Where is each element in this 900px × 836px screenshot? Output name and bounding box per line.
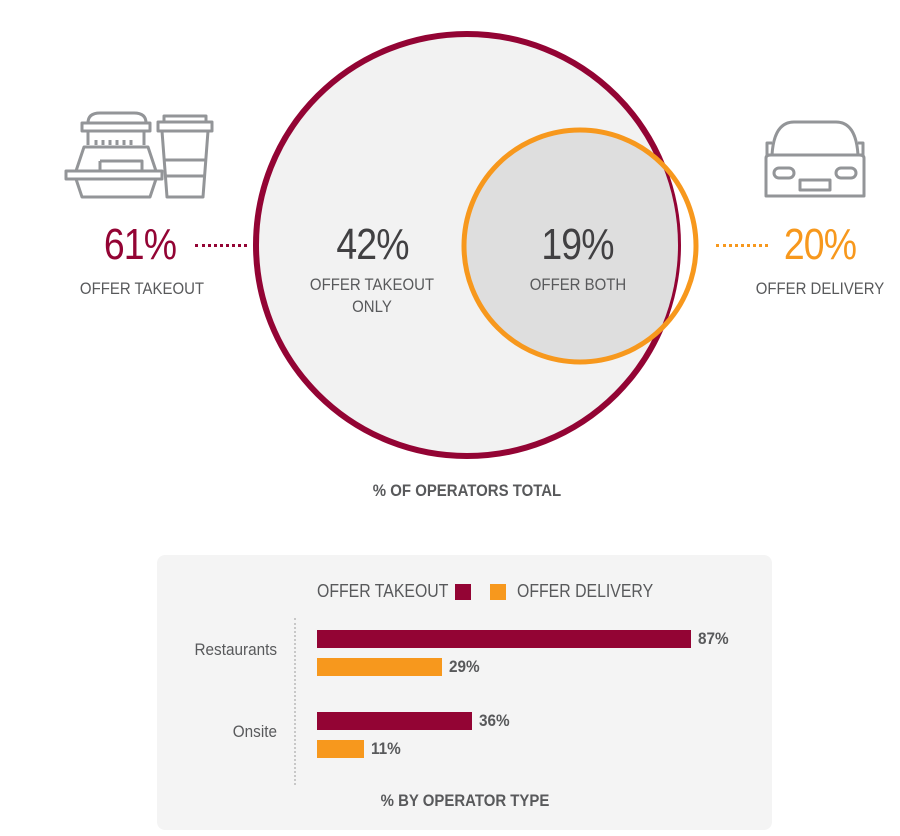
bar-value-label: 36%	[478, 711, 510, 730]
takeout-only-value: 42%	[336, 220, 409, 269]
bar-delivery	[317, 740, 365, 758]
delivery-connector	[716, 244, 768, 247]
legend-delivery-label: OFFER DELIVERY	[517, 581, 654, 601]
takeout-total-label: OFFER TAKEOUT	[79, 279, 205, 298]
venn-title: % OF OPERATORS TOTAL	[372, 481, 562, 500]
both-label: OFFER BOTH	[529, 275, 627, 294]
bar-chart-panel: OFFER TAKEOUT OFFER DELIVERY Restaurants…	[157, 555, 772, 830]
bar-value-label: 11%	[371, 739, 402, 758]
bar-value-label: 87%	[698, 629, 729, 648]
axis-line	[294, 618, 296, 785]
bar-delivery	[317, 658, 442, 676]
category-label: Onsite	[232, 722, 277, 741]
takeout-total-value: 61%	[103, 220, 177, 269]
takeout-only-label: OFFER TAKEOUT ONLY	[302, 274, 443, 318]
bar-chart-title: % BY OPERATOR TYPE	[380, 791, 550, 810]
bar-takeout	[317, 712, 472, 730]
category-label: Restaurants	[194, 640, 277, 659]
takeout-food-containers-icon	[64, 111, 214, 199]
legend-takeout-label: OFFER TAKEOUT	[317, 581, 449, 601]
bar-takeout	[317, 630, 692, 648]
delivery-total-label: OFFER DELIVERY	[755, 279, 885, 298]
takeout-only-label-line2: ONLY	[352, 297, 392, 316]
both-value: 19%	[541, 220, 614, 269]
takeout-only-label-line1: OFFER TAKEOUT	[309, 275, 435, 294]
takeout-connector	[195, 244, 247, 247]
legend-takeout-swatch	[455, 584, 471, 600]
delivery-circle	[461, 127, 699, 365]
bar-value-label: 29%	[448, 657, 480, 676]
venn-diagram	[64, 31, 866, 459]
legend-delivery-swatch	[490, 584, 506, 600]
car-icon	[764, 120, 866, 198]
overlap-region	[464, 130, 678, 362]
delivery-total-value: 20%	[783, 220, 857, 269]
